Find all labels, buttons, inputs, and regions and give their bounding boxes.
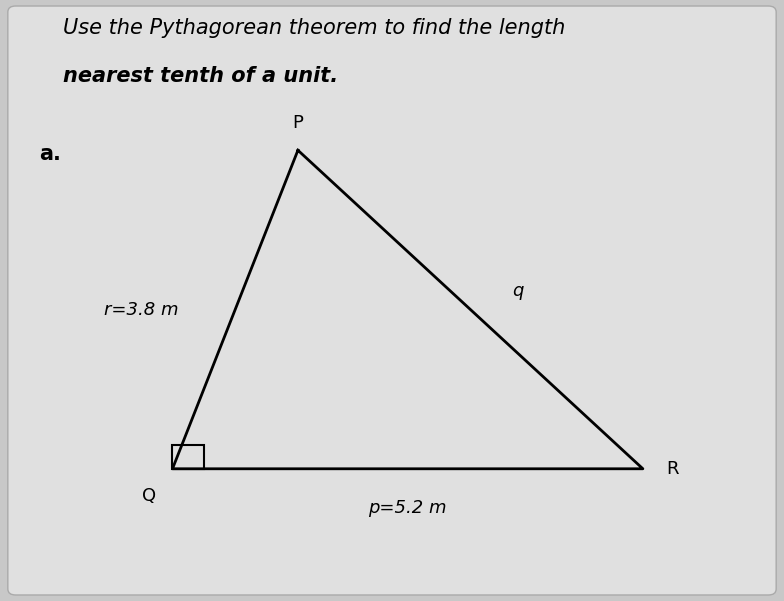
Text: a.: a.: [39, 144, 61, 164]
Bar: [172, 445, 204, 469]
Text: Q: Q: [142, 487, 156, 505]
Text: q: q: [512, 282, 523, 300]
FancyBboxPatch shape: [8, 6, 776, 595]
Text: P: P: [292, 114, 303, 132]
Text: nearest tenth of a unit.: nearest tenth of a unit.: [63, 66, 338, 86]
Text: Use the Pythagorean theorem to find the length: Use the Pythagorean theorem to find the …: [63, 18, 565, 38]
Text: r=3.8 m: r=3.8 m: [103, 300, 179, 319]
Text: R: R: [666, 460, 679, 478]
Text: p=5.2 m: p=5.2 m: [368, 499, 447, 517]
